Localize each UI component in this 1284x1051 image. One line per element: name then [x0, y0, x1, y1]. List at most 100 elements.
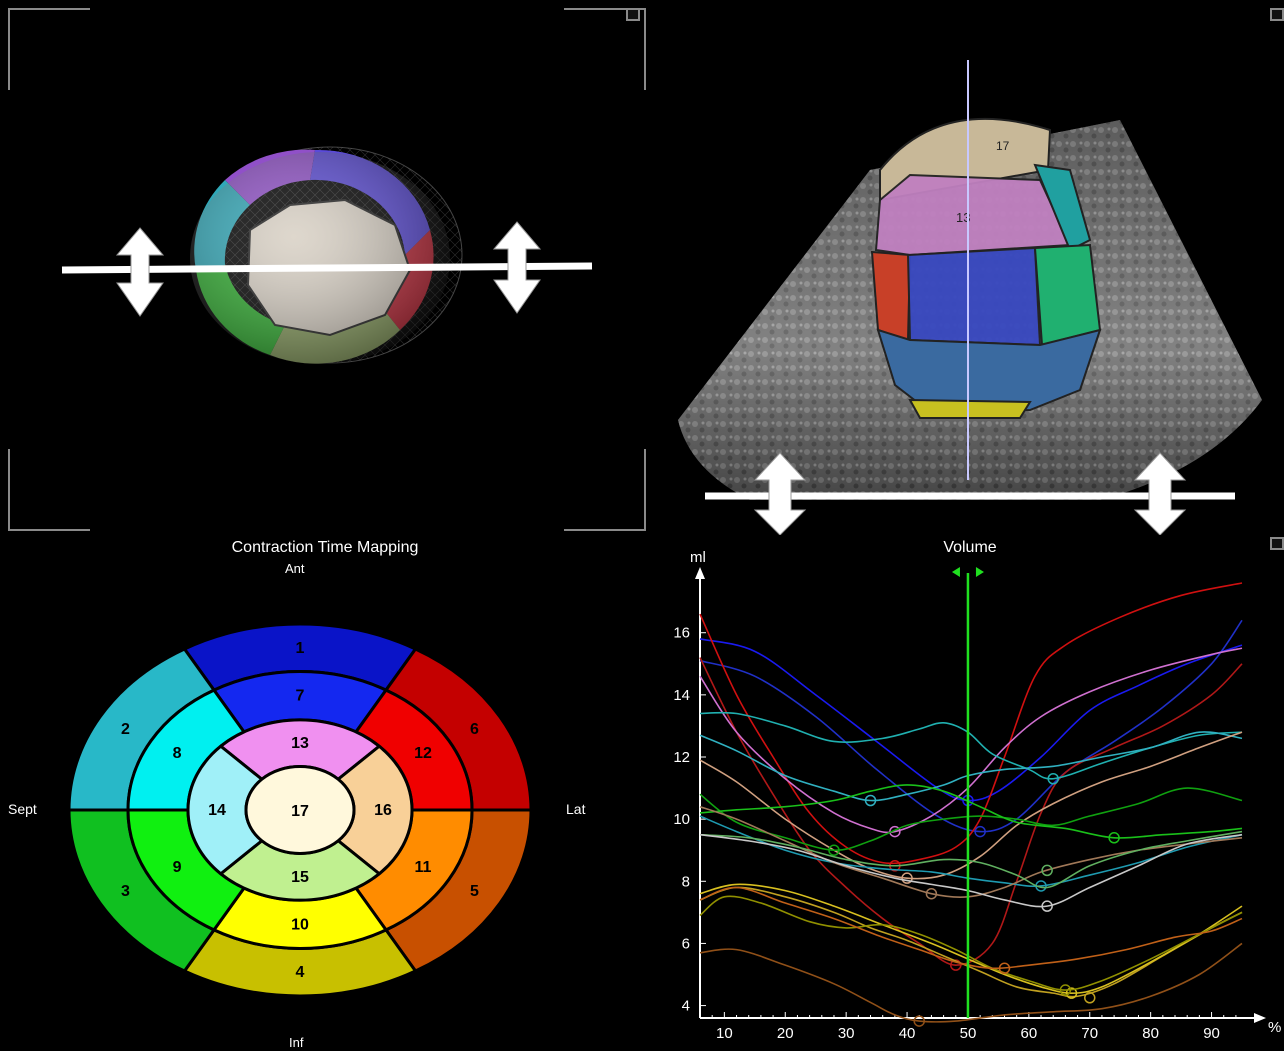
- series-min-marker: [901, 872, 913, 884]
- x-tick-label: 70: [1081, 1025, 1098, 1042]
- segment-number-label: 16: [374, 802, 392, 819]
- segment-number-label: 17: [291, 803, 309, 820]
- apical-render: 17 13: [678, 60, 1262, 535]
- orientation-lat-label: Lat: [566, 801, 586, 817]
- y-tick-label: 8: [682, 873, 690, 890]
- volume-series-line: [699, 787, 1243, 852]
- y-axis-label: ml: [690, 549, 706, 566]
- x-tick-label: 40: [899, 1025, 916, 1042]
- y-tick-label: 12: [673, 749, 690, 766]
- y-tick-label: 14: [673, 687, 690, 704]
- x-tick-label: 30: [838, 1025, 855, 1042]
- volume-series-line: [699, 731, 1243, 802]
- x-axis-label: %: [1268, 1019, 1282, 1036]
- segment-number-label: 14: [208, 802, 226, 819]
- series-min-marker: [1084, 992, 1096, 1004]
- volume-series-line: [699, 815, 1243, 888]
- segment-number-label: 2: [121, 721, 130, 738]
- x-tick-label: 60: [1021, 1025, 1038, 1042]
- segment-number-label: 6: [470, 721, 479, 738]
- lv-apical-model: [870, 117, 1102, 419]
- x-axis-arrow-icon: [1254, 1013, 1266, 1023]
- volume-series-line: [699, 731, 1243, 880]
- move-arrow-icon[interactable]: [492, 221, 542, 314]
- maximize-icon[interactable]: [626, 8, 640, 21]
- series-min-marker: [828, 844, 840, 856]
- volume-chart: 10 20 30 40 50 60 70 80 90 4 6 8 10 12 14 16: [673, 567, 1266, 1042]
- volume-series-line: [699, 647, 1243, 834]
- x-tick-label: 80: [1142, 1025, 1159, 1042]
- y-tick-label: 10: [673, 811, 690, 828]
- y-axis-arrow-icon: [695, 567, 705, 579]
- segment-number-label: 11: [415, 859, 432, 876]
- segment-number-label: 9: [173, 859, 182, 876]
- volume-series-line: [699, 638, 1243, 802]
- contraction-time-mapping-panel: Contraction Time Mapping Ant Inf Sept La…: [0, 535, 650, 1051]
- series-min-marker: [1065, 987, 1078, 999]
- bullseye-title: Contraction Time Mapping: [231, 539, 419, 556]
- volume-series-line: [699, 886, 1243, 998]
- bullseye-segment-apex[interactable]: [244, 765, 356, 855]
- move-arrow-icon[interactable]: [1133, 452, 1187, 535]
- x-tick-label: 10: [716, 1025, 733, 1042]
- series-min-marker: [1108, 832, 1120, 844]
- y-tick-label: 16: [673, 625, 690, 642]
- series-min-marker: [1041, 864, 1053, 877]
- slice-plane-line[interactable]: [61, 262, 593, 274]
- series-min-marker: [1047, 773, 1059, 785]
- x-tick-label: 20: [777, 1025, 794, 1042]
- short-axis-render: [61, 146, 593, 364]
- segment-label-apical: 17: [996, 139, 1010, 153]
- move-arrow-icon[interactable]: [115, 227, 165, 317]
- orientation-inf-label: Inf: [289, 1035, 304, 1050]
- x-tick-label: 90: [1203, 1025, 1220, 1042]
- series-min-marker: [974, 825, 986, 838]
- volume-series-line: [699, 942, 1243, 1023]
- segment-number-label: 13: [291, 735, 309, 752]
- time-marker-handle-icon[interactable]: [951, 567, 984, 577]
- volume-series-line: [699, 784, 1243, 839]
- series-min-marker: [1059, 984, 1072, 996]
- volume-chart-panel: Volume ml % 10 20 30 40 50 60 70 80 90 4 6 8 10 12 14 1…: [650, 535, 1284, 1051]
- orientation-sept-label: Sept: [8, 801, 37, 817]
- series-min-marker: [1041, 900, 1053, 912]
- frame-corner-bottom-right: [564, 449, 646, 531]
- orientation-ant-label: Ant: [285, 561, 305, 576]
- volume-series-line: [699, 619, 1243, 833]
- volume-series-line: [699, 805, 1243, 899]
- series-min-marker: [998, 962, 1011, 975]
- y-tick-label: 4: [682, 998, 690, 1015]
- volume-series-line: [699, 895, 1243, 991]
- x-tick-label: 50: [960, 1025, 977, 1042]
- chart-title: Volume: [943, 539, 997, 556]
- segment-number-label: 10: [291, 916, 309, 933]
- frame-corner-top-left: [8, 8, 90, 90]
- frame-corner-bottom-left: [8, 449, 90, 531]
- series-min-marker: [913, 1015, 925, 1027]
- segment-number-label: 3: [121, 883, 130, 900]
- segment-number-label: 12: [414, 745, 432, 762]
- maximize-icon[interactable]: [1270, 537, 1284, 550]
- segment-number-label: 7: [296, 688, 305, 705]
- lv-short-axis-model: [190, 146, 463, 364]
- segment-label-upper: 13: [956, 210, 970, 225]
- maximize-icon[interactable]: [1270, 8, 1284, 21]
- volume-series-line: [699, 657, 1243, 966]
- segment-number-label: 4: [296, 964, 305, 981]
- segment-number-label: 15: [291, 869, 309, 886]
- frame-corner-top-right: [564, 8, 646, 90]
- short-axis-3d-view[interactable]: [0, 0, 650, 535]
- segment-number-label: 8: [173, 745, 182, 762]
- series-min-marker: [864, 794, 877, 807]
- volume-series-line: [699, 582, 1243, 865]
- segment-number-label: 5: [470, 883, 479, 900]
- series-min-marker: [925, 887, 938, 900]
- volume-series-line: [699, 830, 1243, 889]
- volume-series-line: [699, 883, 1243, 994]
- volume-series-line: [699, 886, 1243, 970]
- move-arrow-icon[interactable]: [753, 452, 807, 535]
- y-tick-label: 6: [682, 935, 690, 952]
- segment-number-label: 1: [296, 640, 305, 657]
- apical-3d-view[interactable]: 17 13: [650, 0, 1284, 535]
